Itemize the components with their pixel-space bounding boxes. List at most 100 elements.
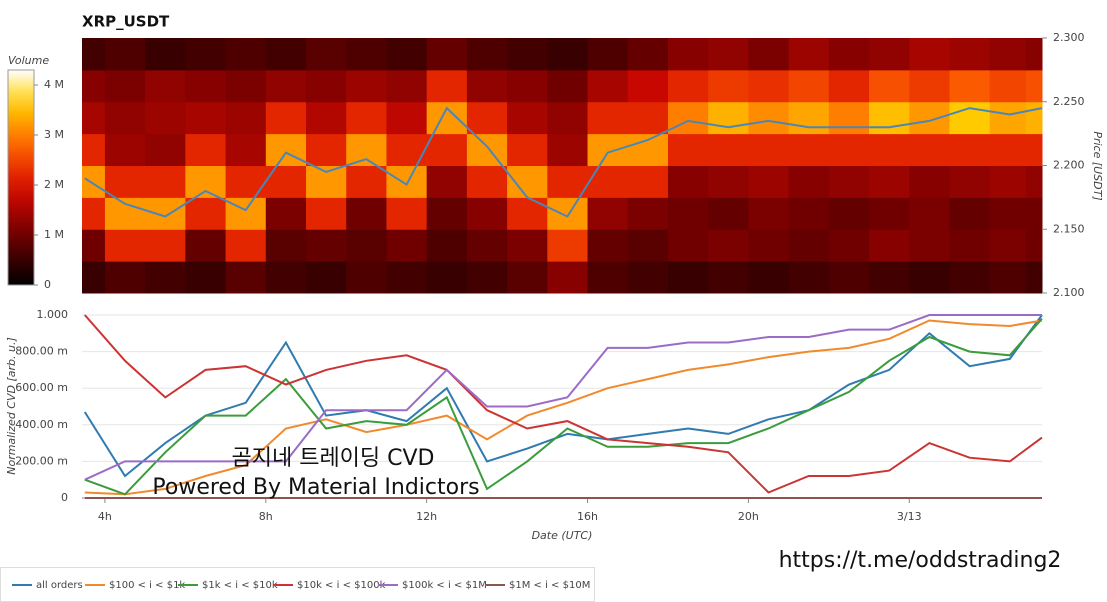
heatmap-cell bbox=[265, 69, 307, 103]
heatmap-cell bbox=[265, 101, 307, 135]
heatmap-cell bbox=[225, 101, 267, 135]
y2-tick-label: 2.150 bbox=[1053, 222, 1085, 235]
heatmap-cell bbox=[627, 197, 669, 230]
heatmap-cell bbox=[306, 165, 347, 198]
heatmap-cell bbox=[949, 197, 991, 230]
heatmap-cell bbox=[1025, 38, 1043, 71]
heatmap-cell bbox=[466, 69, 508, 103]
heatmap-cell bbox=[346, 165, 387, 198]
heatmap-cell bbox=[587, 229, 629, 262]
heatmap-cell bbox=[828, 101, 870, 135]
heatmap-cell bbox=[547, 69, 589, 103]
heatmap-cell bbox=[909, 261, 950, 294]
heatmap-cell bbox=[667, 69, 709, 103]
y-tick-label: 200.00 m bbox=[15, 454, 68, 467]
heatmap-cell bbox=[265, 38, 307, 71]
heatmap-cell bbox=[104, 38, 146, 71]
heatmap-cell bbox=[104, 101, 146, 135]
heatmap-cell bbox=[1025, 197, 1043, 230]
y2-tick-label: 2.300 bbox=[1053, 31, 1085, 44]
heatmap-cell bbox=[547, 38, 589, 71]
heatmap-cell bbox=[708, 229, 749, 262]
heatmap-cell bbox=[587, 165, 629, 198]
heatmap-cell bbox=[386, 165, 428, 198]
heatmap-cell bbox=[748, 165, 790, 198]
heatmap-cell bbox=[82, 38, 106, 71]
heatmap-cell bbox=[989, 38, 1027, 71]
legend-label: $1M < i < $10M bbox=[509, 580, 590, 591]
x-tick-label: 20h bbox=[738, 510, 759, 523]
heatmap-cell bbox=[185, 69, 227, 103]
heatmap-cell bbox=[547, 229, 589, 262]
heatmap-cell bbox=[708, 261, 749, 294]
heatmap-cell bbox=[466, 101, 508, 135]
heatmap-cell bbox=[426, 197, 468, 230]
heatmap-cell bbox=[627, 38, 669, 71]
heatmap-cell bbox=[627, 133, 669, 166]
heatmap-cell bbox=[306, 101, 347, 135]
heatmap-cell bbox=[627, 229, 669, 262]
heatmap-cell bbox=[909, 69, 950, 103]
heatmap-cell bbox=[386, 261, 428, 294]
heatmap-cell bbox=[346, 69, 387, 103]
heatmap-cell bbox=[346, 261, 387, 294]
heatmap-cell bbox=[426, 229, 468, 262]
heatmap-cell bbox=[82, 197, 106, 230]
colorbar bbox=[7, 69, 35, 286]
heatmap-cell bbox=[225, 165, 267, 198]
heatmap-cell bbox=[869, 101, 910, 135]
heatmap-cell bbox=[1025, 165, 1043, 198]
heatmap-cell bbox=[145, 165, 186, 198]
heatmap-cell bbox=[627, 69, 669, 103]
y2-tick-label: 2.250 bbox=[1053, 95, 1085, 108]
heatmap-cell bbox=[828, 229, 870, 262]
heatmap-cell bbox=[426, 165, 468, 198]
heatmap-cell bbox=[225, 229, 267, 262]
heatmap-cell bbox=[909, 38, 950, 71]
heatmap-cell bbox=[869, 165, 910, 198]
heatmap-cell bbox=[949, 69, 991, 103]
heatmap-cell bbox=[587, 69, 629, 103]
heatmap-cell bbox=[708, 197, 749, 230]
heatmap-cell bbox=[225, 69, 267, 103]
heatmap-cell bbox=[828, 38, 870, 71]
heatmap-cell bbox=[145, 133, 186, 166]
heatmap-cell bbox=[748, 133, 790, 166]
heatmap-cell bbox=[788, 197, 830, 230]
heatmap-cell bbox=[145, 101, 186, 135]
heatmap-cell bbox=[909, 197, 950, 230]
heatmap-cell bbox=[748, 101, 790, 135]
heatmap-cell bbox=[627, 101, 669, 135]
heatmap-cell bbox=[748, 261, 790, 294]
heatmap-cell bbox=[869, 133, 910, 166]
colorbar-title: Volume bbox=[8, 54, 49, 67]
y-tick-label: 600.00 m bbox=[15, 381, 68, 394]
heatmap-cell bbox=[507, 165, 548, 198]
heatmap-cell bbox=[386, 101, 428, 135]
heatmap-cell bbox=[667, 133, 709, 166]
heatmap-cell bbox=[507, 229, 548, 262]
heatmap-cell bbox=[547, 165, 589, 198]
price-line bbox=[84, 106, 1043, 218]
heatmap-cell bbox=[104, 261, 146, 294]
cvd-line bbox=[84, 319, 1043, 496]
heatmap-cell bbox=[82, 165, 106, 198]
heatmap-cell bbox=[507, 69, 548, 103]
heatmap-cell bbox=[426, 133, 468, 166]
heatmap-cell bbox=[828, 165, 870, 198]
heatmap-cell bbox=[788, 38, 830, 71]
x-tick-label: 4h bbox=[98, 510, 112, 523]
legend-label: $1k < i < $10k bbox=[202, 580, 278, 591]
heatmap-cell bbox=[346, 133, 387, 166]
heatmap-cell bbox=[788, 133, 830, 166]
heatmap-cell bbox=[949, 38, 991, 71]
heatmap-cell bbox=[989, 165, 1027, 198]
heatmap-cell bbox=[587, 38, 629, 71]
heatmap-cell bbox=[426, 101, 468, 135]
heatmap-cell bbox=[1025, 261, 1043, 294]
heatmap-cell bbox=[1025, 133, 1043, 166]
heatmap-cell bbox=[185, 101, 227, 135]
legend-label: $100k < i < $1M bbox=[402, 580, 487, 591]
heatmap-cell bbox=[667, 101, 709, 135]
